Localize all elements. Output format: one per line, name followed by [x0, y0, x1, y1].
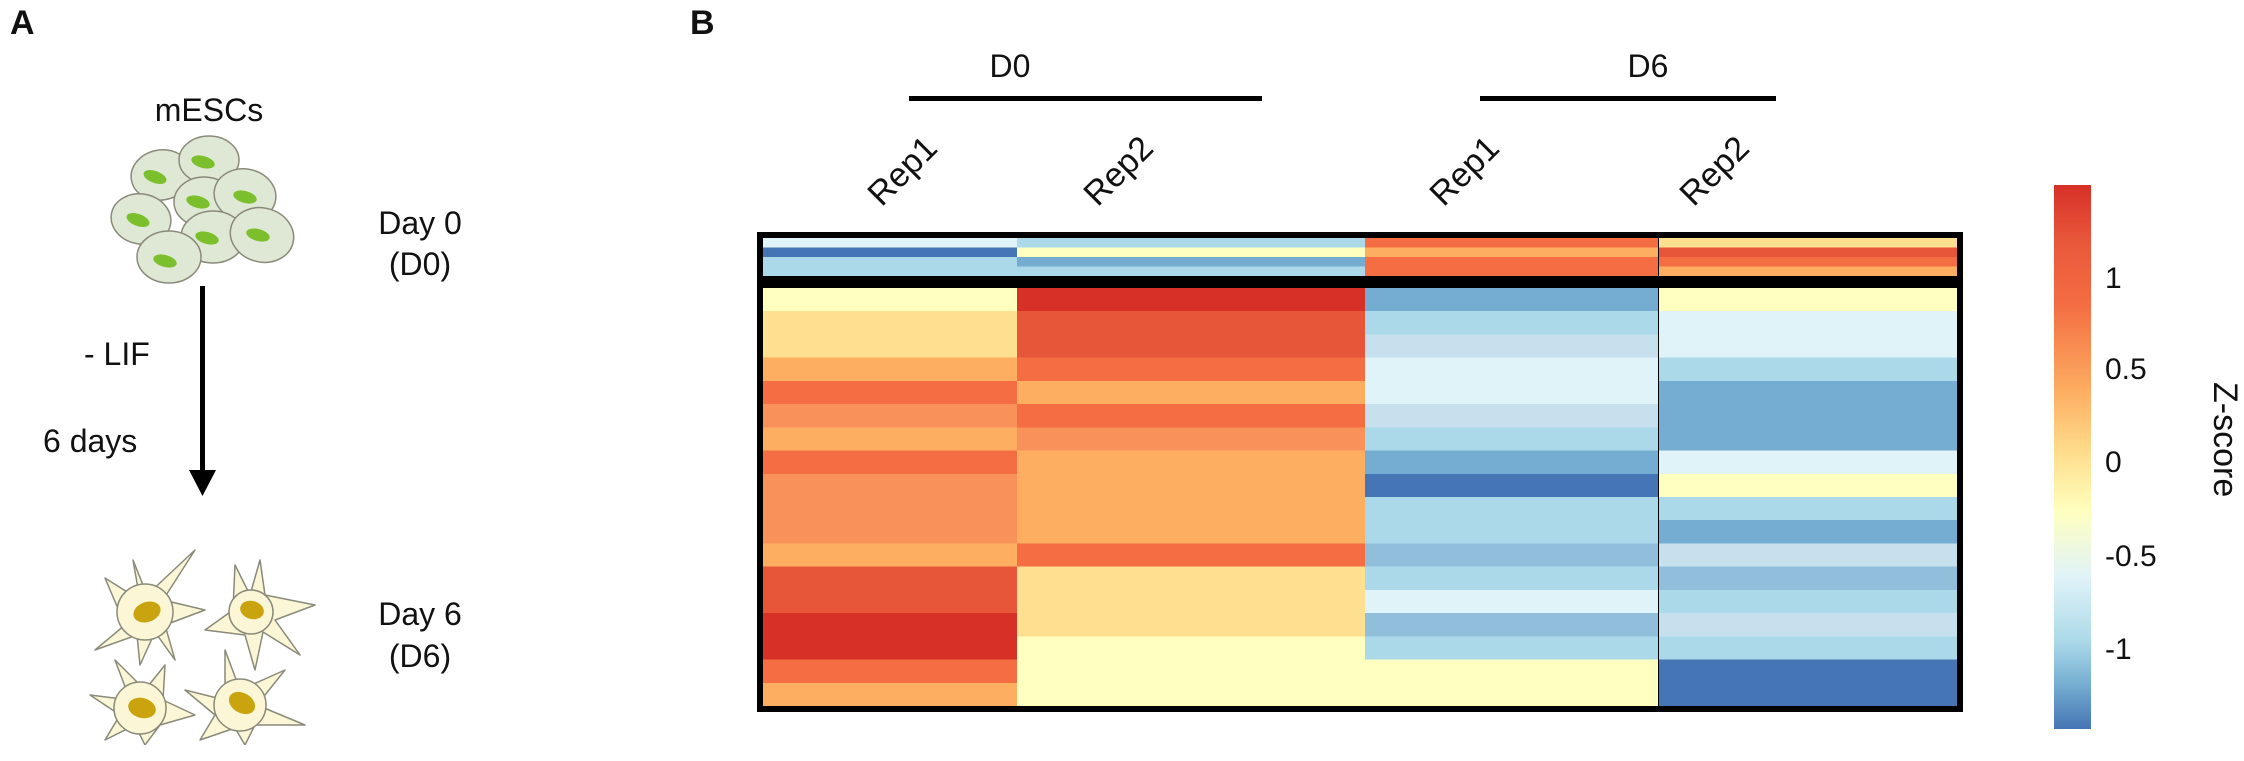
day6-label: Day 6 — [378, 596, 462, 632]
colorbar-tick-0.5: 0.5 — [2105, 353, 2147, 386]
heatmap-column-1 — [763, 288, 1018, 706]
d0-abbrev: (D0) — [388, 246, 452, 282]
colorbar-tick-neg0.5: -0.5 — [2105, 540, 2157, 573]
heatmap-column-3 — [1365, 238, 1659, 276]
colorbar-title: Z-score — [2206, 382, 2244, 498]
duration-label: 6 days — [43, 423, 138, 459]
heatmap-column-2 — [1017, 288, 1366, 706]
lif-removal-label: - LIF — [84, 336, 150, 372]
group-label-d0: D0 — [989, 48, 1031, 84]
colorbar-tick-neg1: -1 — [2105, 633, 2132, 666]
neural-cells-illustration — [89, 549, 316, 745]
heatmap-cluster-top — [757, 232, 1963, 282]
group-label-d6: D6 — [1627, 48, 1669, 84]
panel-b-label: B — [690, 4, 715, 42]
colorbar-tick-1: 1 — [2105, 262, 2122, 295]
arrow-shaft — [200, 286, 205, 476]
heatmap-column-3 — [1365, 288, 1659, 706]
heatmap-column-2 — [1017, 238, 1366, 276]
mescs-label: mESCs — [154, 92, 264, 128]
day0-label: Day 0 — [378, 205, 462, 241]
col-label-d6-rep2: Rep2 — [1672, 128, 1757, 214]
col-label-d6-rep1: Rep1 — [1422, 128, 1507, 214]
col-label-d0-rep1: Rep1 — [860, 128, 945, 214]
group-bar-d6 — [1480, 96, 1776, 101]
d6-abbrev: (D6) — [388, 638, 452, 674]
heatmap-cluster-bottom — [757, 282, 1963, 712]
arrow-down-icon — [189, 470, 216, 496]
group-bar-d0 — [909, 96, 1262, 101]
heatmap-column-4 — [1658, 238, 1957, 276]
colorbar-tick-0: 0 — [2105, 446, 2122, 479]
col-label-d0-rep2: Rep2 — [1076, 128, 1161, 214]
colorbar — [2054, 185, 2091, 729]
heatmap-column-1 — [763, 238, 1018, 276]
panel-a-label: A — [10, 4, 35, 42]
heatmap-column-4 — [1658, 288, 1957, 706]
mesc-cells-illustration — [110, 135, 295, 284]
